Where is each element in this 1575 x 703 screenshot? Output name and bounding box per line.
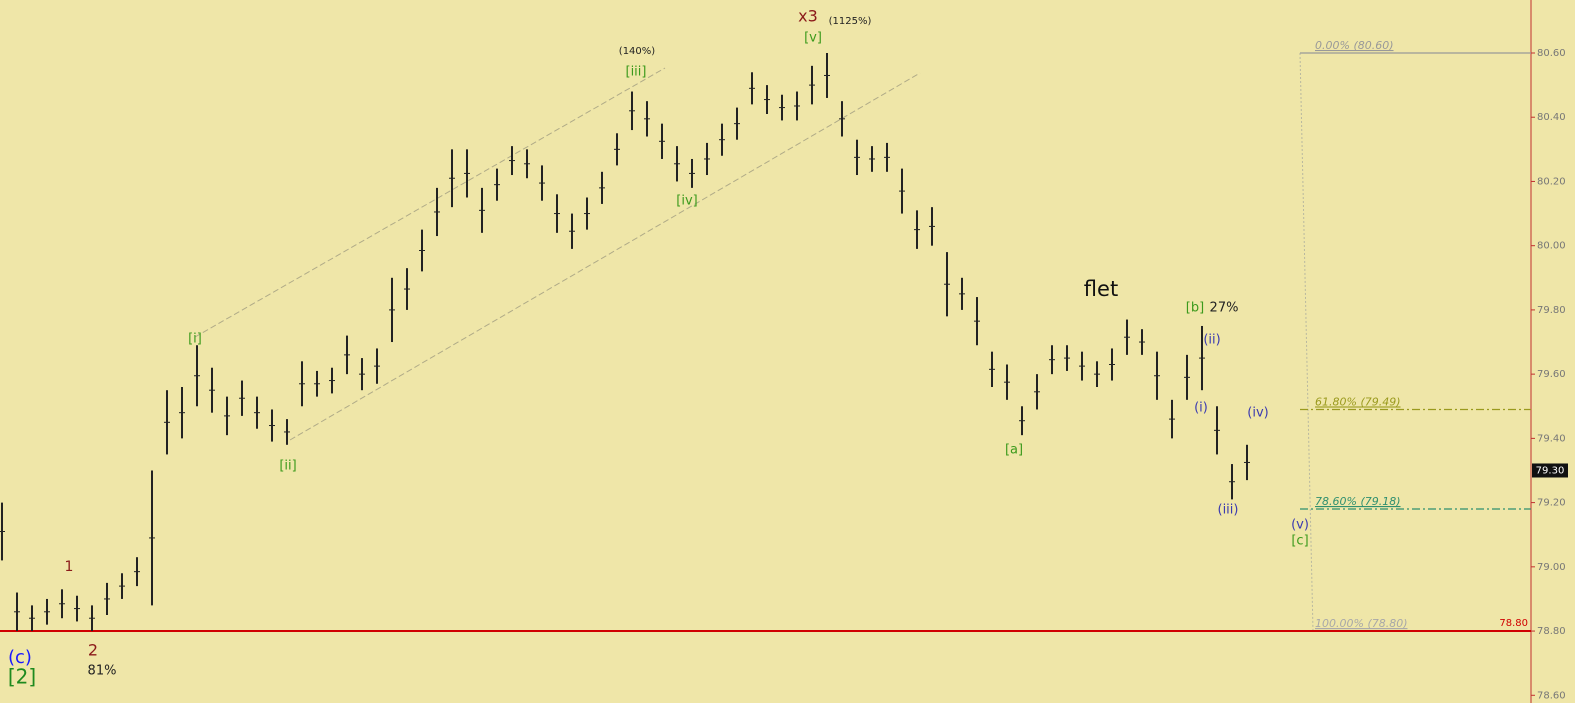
current-price-label: 79.30 [1536, 465, 1565, 476]
wave-label: [v] [804, 31, 822, 46]
wave-label: (c) [8, 647, 32, 668]
fib-label: 61.80% (79.49) [1315, 395, 1401, 408]
wave-label: [a] [1005, 443, 1023, 458]
current-price-box [1532, 463, 1568, 478]
y-tick-label: 79.20 [1537, 498, 1566, 509]
y-tick-label: 79.40 [1537, 433, 1566, 444]
wave-label: [i] [188, 332, 202, 347]
fib-label: 78.60% (79.18) [1315, 495, 1401, 508]
wave-label: [c] [1291, 534, 1308, 549]
wave-label: flet [1084, 277, 1118, 301]
wave-label: 81% [88, 664, 117, 679]
channel-line [194, 67, 666, 338]
wave-label: (iii) [1218, 503, 1239, 518]
y-tick-label: 80.20 [1537, 176, 1566, 187]
wave-label: (1125%) [829, 16, 872, 27]
fib-label: 0.00% (80.60) [1315, 39, 1394, 52]
wave-label: (iv) [1247, 406, 1268, 421]
wave-label: 27% [1210, 301, 1239, 316]
y-tick-label: 78.60 [1537, 690, 1566, 701]
wave-label: (v) [1291, 518, 1309, 533]
fib-label: 100.00% (78.80) [1315, 617, 1408, 630]
wave-label: (i) [1194, 401, 1208, 416]
channel-line [289, 72, 921, 441]
wave-label: 1 [65, 559, 74, 575]
wave-label: (140%) [619, 46, 655, 57]
y-tick-label: 79.60 [1537, 369, 1566, 380]
wave-label: [iii] [626, 65, 647, 80]
y-tick-label: 80.60 [1537, 48, 1566, 59]
fib-guide [1299, 52, 1314, 632]
wave-label: 2 [88, 641, 98, 660]
y-tick-label: 79.80 [1537, 305, 1566, 316]
wave-label: (ii) [1203, 333, 1220, 348]
wave-label: [2] [8, 665, 36, 689]
support-label: 78.80 [1499, 618, 1528, 629]
y-tick-label: 78.80 [1537, 626, 1566, 637]
wave-label: x3 [798, 7, 818, 26]
y-tick-label: 79.00 [1537, 562, 1566, 573]
wave-label: [ii] [279, 459, 296, 474]
wave-label: [b] [1186, 301, 1204, 316]
wave-label: [iv] [676, 194, 697, 209]
y-tick-label: 80.40 [1537, 112, 1566, 123]
y-tick-label: 80.00 [1537, 241, 1566, 252]
